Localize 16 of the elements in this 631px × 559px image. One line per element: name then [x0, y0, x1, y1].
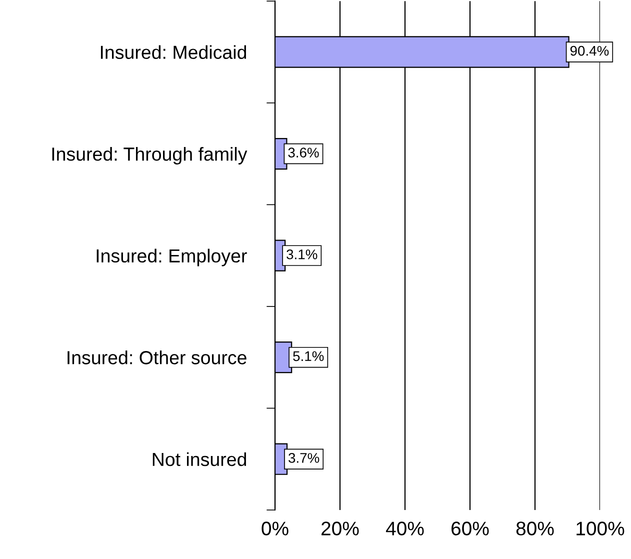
- data-label: 3.7%: [288, 453, 320, 463]
- x-tick-label: 100%: [576, 522, 624, 536]
- data-label: 5.1%: [293, 351, 324, 362]
- x-tick-label: 80%: [516, 522, 554, 536]
- y-tick-label: Not insured: [152, 452, 246, 466]
- data-label: 3.6%: [288, 148, 319, 158]
- data-label: 90.4%: [570, 46, 609, 56]
- y-tick-label: Insured: Employer: [96, 248, 247, 266]
- x-tick-label: 0%: [262, 522, 288, 536]
- x-tick-label: 20%: [322, 522, 359, 536]
- y-tick-label: Insured: Other source: [68, 350, 246, 364]
- data-label: 3.1%: [286, 249, 318, 260]
- x-tick-label: 60%: [452, 522, 489, 536]
- y-tick-label: Insured: Medicaid: [100, 45, 246, 59]
- x-tick-label: 40%: [386, 522, 424, 536]
- y-tick-label: Insured: Through family: [52, 146, 248, 164]
